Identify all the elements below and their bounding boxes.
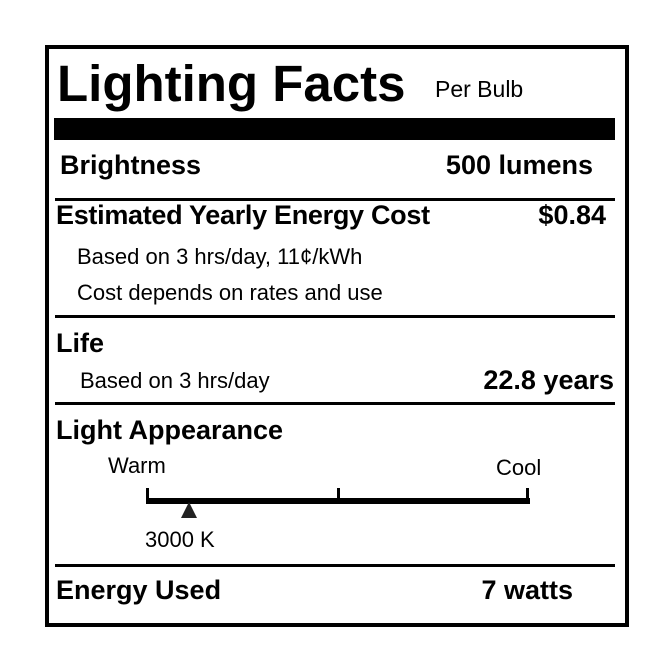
divider <box>55 315 615 318</box>
energy-used-label: Energy Used <box>56 575 222 605</box>
scale-tick-left <box>146 488 149 502</box>
life-label: Life <box>56 328 105 358</box>
warm-label: Warm <box>108 453 166 478</box>
energy-cost-value: $0.84 <box>538 200 606 230</box>
cool-label: Cool <box>496 455 542 480</box>
energy-used-value: 7 watts <box>481 575 573 605</box>
life-note: Based on 3 hrs/day <box>80 368 270 393</box>
label-frame <box>45 45 629 627</box>
divider <box>55 564 615 567</box>
scale-tick-middle <box>337 488 340 502</box>
brightness-label: Brightness <box>60 150 202 180</box>
light-appearance-label: Light Appearance <box>56 415 284 445</box>
temperature-marker-triangle-icon <box>180 502 197 518</box>
energy-cost-label: Estimated Yearly Energy Cost <box>56 200 430 230</box>
scale-tick-right <box>526 488 529 502</box>
header-bar <box>54 118 615 140</box>
brightness-value: 500 lumens <box>445 150 593 180</box>
life-value: 22.8 years <box>483 365 614 395</box>
energy-cost-note-rate: Based on 3 hrs/day, 11¢/kWh <box>77 244 363 269</box>
divider <box>55 402 615 405</box>
energy-cost-note-depends: Cost depends on rates and use <box>77 280 383 305</box>
divider <box>55 198 615 201</box>
label-subtitle: Per Bulb <box>435 76 524 102</box>
label-title: Lighting Facts <box>57 55 406 112</box>
color-temperature-value: 3000 K <box>145 527 215 552</box>
